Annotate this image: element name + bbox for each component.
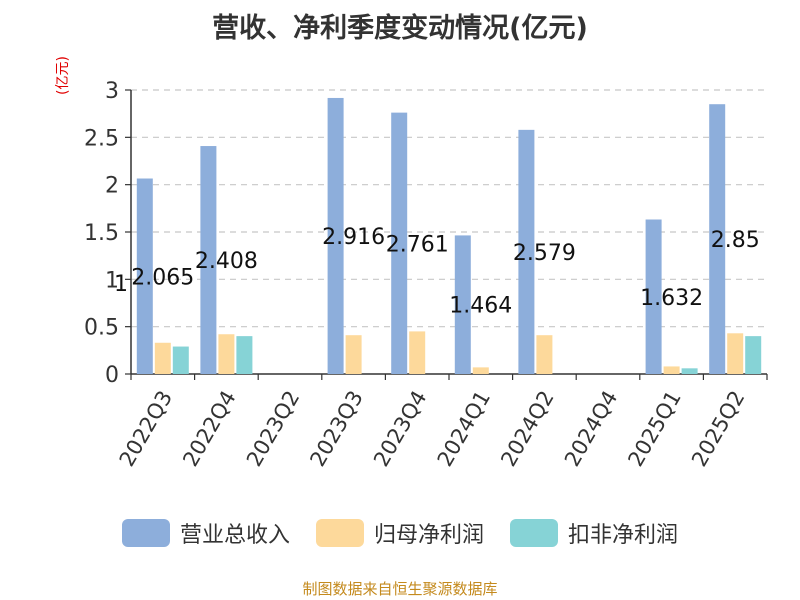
x-tick-label: 2025Q1 [623, 387, 685, 471]
legend-label-net-profit: 归母净利润 [373, 523, 484, 548]
x-tick-label: 2024Q2 [496, 387, 558, 471]
bar-deducted-profit [745, 336, 762, 374]
bar-deducted-profit [172, 346, 189, 374]
x-tick-label: 2022Q3 [115, 387, 177, 471]
bar-net-profit [218, 334, 235, 374]
bar-revenue [454, 235, 471, 374]
x-tick-label: 2024Q4 [560, 387, 622, 471]
legend-item-revenue[interactable]: 营业总收入 [121, 517, 290, 549]
bar-revenue [518, 129, 535, 374]
bar-net-profit [154, 342, 171, 374]
data-label-revenue: 2.85 [711, 228, 760, 253]
data-label-revenue: 2.065 [131, 265, 194, 290]
data-label-revenue: 1.464 [449, 294, 512, 319]
x-tick-label: 2023Q2 [242, 387, 304, 471]
data-source-note: 制图数据来自恒生聚源数据库 [302, 580, 498, 598]
y-tick-label: 3 [105, 79, 119, 104]
bar-net-profit [663, 366, 680, 374]
data-label-revenue: 2.408 [195, 249, 258, 274]
legend-label-deducted-profit: 扣非净利润 [568, 523, 679, 548]
bar-net-profit [727, 333, 744, 374]
bar-revenue [645, 219, 662, 374]
chart-title: 营收、净利季度变动情况(亿元) [212, 13, 588, 44]
bar-revenue [200, 146, 217, 374]
legend-label-revenue: 营业总收入 [179, 523, 290, 548]
legend: 营业总收入 归母净利润 扣非净利润 [0, 517, 800, 549]
bar-net-profit [472, 367, 489, 374]
y-tick-label: 1.5 [84, 221, 119, 246]
x-tick-label: 2022Q4 [178, 387, 240, 471]
legend-swatch-deducted-profit [510, 519, 558, 547]
data-label-revenue: 2.761 [386, 232, 449, 257]
bar-net-profit [409, 331, 426, 374]
bar-deducted-profit [681, 368, 698, 374]
bar-revenue [709, 104, 726, 374]
bar-revenue [136, 178, 153, 374]
x-tick-label: 2023Q3 [305, 387, 367, 471]
y-tick-label: 0 [105, 363, 119, 388]
y-tick-label: 1 [105, 268, 119, 293]
legend-item-deducted-profit[interactable]: 扣非净利润 [510, 517, 678, 549]
legend-swatch-revenue [121, 519, 170, 547]
data-label-revenue: 2.916 [322, 225, 385, 250]
bar-deducted-profit [236, 336, 253, 374]
y-tick-label: 2 [105, 174, 119, 199]
data-label-revenue: 2.579 [513, 241, 576, 266]
legend-swatch-net-profit [315, 519, 364, 547]
y-tick-label: 2.5 [84, 126, 119, 151]
bar-revenue [391, 112, 408, 374]
x-tick-label: 2024Q1 [433, 387, 495, 471]
legend-item-net-profit[interactable]: 归母净利润 [315, 517, 484, 549]
y-tick-label: 0.5 [84, 316, 119, 341]
x-tick-label: 2023Q4 [369, 387, 431, 471]
stray-label: 1 [114, 272, 128, 297]
bar-revenue [327, 97, 344, 375]
bar-net-profit [536, 335, 553, 374]
x-tick-label: 2025Q2 [687, 387, 749, 471]
bar-net-profit [345, 335, 362, 374]
data-label-revenue: 1.632 [640, 286, 703, 311]
